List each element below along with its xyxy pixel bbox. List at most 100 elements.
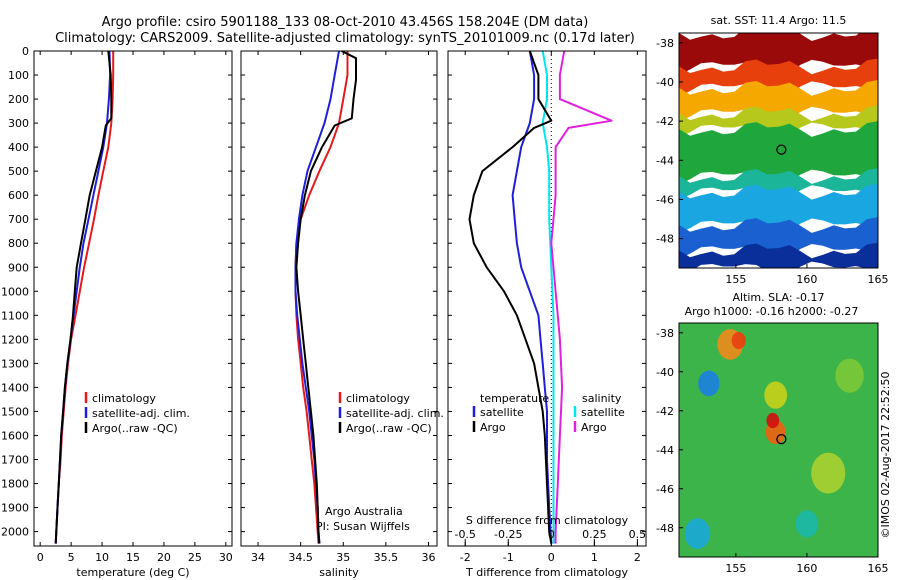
y-tick-label: 1700 <box>1 453 29 466</box>
x-tick-label: 165 <box>868 273 889 286</box>
series-s-satellite <box>541 50 555 544</box>
sst_map-panel: 155 160 165 -38 -40 -42 -44 -46 -48 sat. SST: 11.… <box>656 14 888 286</box>
header-line2: Climatology: CARS2009. Satellite-adjuste… <box>55 31 635 46</box>
y-tick-label: 2000 <box>1 526 29 539</box>
x-axis-label: temperature (deg C) <box>76 566 189 579</box>
legend-header-temperature: temperature <box>480 392 549 405</box>
legend-header-salinity: salinity <box>582 392 622 405</box>
map-field <box>679 323 878 557</box>
x2-tick-label: 0 <box>548 528 555 541</box>
y-tick-label: 200 <box>8 93 29 106</box>
legend-label: Argo <box>581 421 607 434</box>
plot-frame <box>33 50 233 547</box>
x-tick-label: 5 <box>68 551 75 564</box>
y-tick-label: 300 <box>8 117 29 130</box>
y-tick-label: 700 <box>8 213 29 226</box>
map-field <box>679 33 878 268</box>
argo-position-marker <box>776 433 787 445</box>
series-t-satellite <box>511 50 553 544</box>
x-tick-label: 35 <box>336 551 350 564</box>
sla-blob <box>795 510 819 538</box>
header-line1: Argo profile: csiro 5901188_133 08-Oct-2… <box>102 15 589 30</box>
y-tick-label: -38 <box>656 37 674 50</box>
x-tick-label: 25 <box>188 551 202 564</box>
map-title-line2: Argo h1000: -0.16 h2000: -0.27 <box>685 305 859 318</box>
series-satellite <box>54 50 112 544</box>
x-tick-label: 2 <box>634 551 641 564</box>
x-tick-label: 155 <box>725 562 746 575</box>
difference-panel: -2 -1 0 1 2 T difference from climatology -0.5… <box>447 50 647 579</box>
sla-blob <box>698 370 720 397</box>
y-tick-label: 1900 <box>1 502 29 515</box>
y-tick-label: 1200 <box>1 333 29 346</box>
salinity-panel: 34 34.5 35 35.5 36 salinity climatology satelli… <box>240 50 444 579</box>
plot-frame <box>447 50 647 547</box>
x-tick-label: 15 <box>126 551 140 564</box>
y-tick-label: 600 <box>8 189 29 202</box>
y-tick-label: -46 <box>656 193 674 206</box>
map-title: sat. SST: 11.4 Argo: 11.5 <box>711 14 847 27</box>
legend-label: Argo(..raw -QC) <box>92 422 178 435</box>
y-tick-label: -48 <box>656 522 674 535</box>
x-tick-label: 0 <box>37 551 44 564</box>
y-tick-label: -42 <box>656 405 674 418</box>
legend-label: satellite-adj. clim. <box>346 407 444 420</box>
sst-band <box>679 183 878 234</box>
series-argo <box>54 50 113 544</box>
sst-band <box>679 58 878 97</box>
y-tick-label: 100 <box>8 69 29 82</box>
x-axis-label: T difference from climatology <box>465 566 628 579</box>
x-tick-label: 35.5 <box>374 551 399 564</box>
y-tick-label: -44 <box>656 444 674 457</box>
x-tick-label: 0 <box>548 551 555 564</box>
sst-band <box>679 168 878 201</box>
y-tick-label: 1300 <box>1 357 29 370</box>
legend-label: satellite <box>480 406 524 419</box>
y-tick-label: 0 <box>22 45 29 58</box>
legend-label: climatology <box>92 392 156 405</box>
x2-axis-label: S difference from climatology <box>466 514 629 527</box>
x-tick-label: -1 <box>503 551 514 564</box>
temperature-panel: 0 5 10 15 20 25 30 temperature (deg C) 0 100 200 30… <box>1 45 233 579</box>
y-tick-label: 1800 <box>1 478 29 491</box>
y-tick-label: 1400 <box>1 381 29 394</box>
series-satellite <box>294 50 340 544</box>
legend-label: climatology <box>346 392 410 405</box>
sst-band <box>679 105 878 138</box>
plot-frame <box>240 50 438 547</box>
argo-position-marker <box>776 144 787 155</box>
y-tick-label: 1600 <box>1 429 29 442</box>
series-s-argo <box>550 50 613 544</box>
y-tick-label: 500 <box>8 165 29 178</box>
y-tick-label: -48 <box>656 233 674 246</box>
map-frame <box>678 32 879 269</box>
annotation-line2: PI: Susan Wijffels <box>316 520 410 533</box>
y-tick-label: -40 <box>656 76 674 89</box>
annotation-line1: Argo Australia <box>325 505 403 518</box>
sla-blob <box>731 332 746 350</box>
x-tick-label: -2 <box>460 551 471 564</box>
sst-band <box>679 33 878 75</box>
series-t-argo <box>468 50 553 544</box>
legend-label: satellite <box>581 406 625 419</box>
y-tick-label: -38 <box>656 327 674 340</box>
y-tick-label: 900 <box>8 261 29 274</box>
x-tick-label: 36 <box>421 551 435 564</box>
x-tick-label: 34 <box>251 551 265 564</box>
legend-label: satellite-adj. clim. <box>92 407 190 420</box>
sst-band <box>679 242 878 268</box>
y-tick-label: 400 <box>8 141 29 154</box>
x-tick-label: 20 <box>157 551 171 564</box>
series-climatology <box>54 51 115 544</box>
sla-blob <box>766 412 780 429</box>
y-tick-label: 1100 <box>1 309 29 322</box>
y-tick-label: -42 <box>656 115 674 128</box>
x-tick-label: 165 <box>868 562 889 575</box>
sla-blob <box>684 518 711 549</box>
series-climatology <box>294 51 349 544</box>
y-tick-label: -40 <box>656 366 674 379</box>
x-tick-label: 34.5 <box>288 551 313 564</box>
sla-blob <box>835 358 864 393</box>
sst-band <box>679 80 878 122</box>
y-tick-label: -46 <box>656 483 674 496</box>
